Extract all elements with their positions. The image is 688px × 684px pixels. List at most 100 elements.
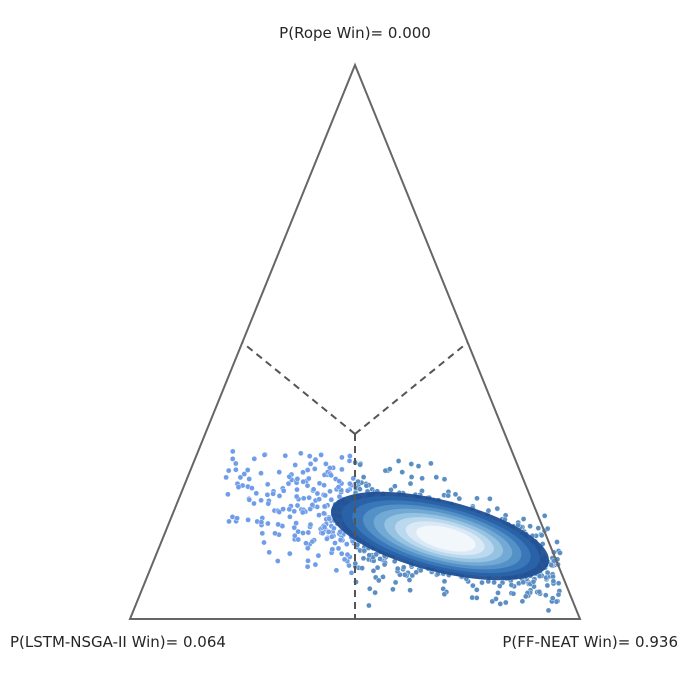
posterior-sample-point — [276, 509, 283, 515]
posterior-sample-point — [333, 567, 340, 574]
posterior-sample-point — [314, 490, 321, 497]
posterior-sample-point — [282, 452, 289, 459]
posterior-sample-point — [300, 495, 307, 502]
posterior-sample-point — [348, 570, 355, 576]
posterior-sample-point — [479, 579, 485, 586]
posterior-sample-point — [286, 550, 293, 557]
posterior-sample-point — [253, 490, 260, 497]
posterior-sample-point — [549, 595, 556, 602]
posterior-sample-point — [520, 579, 527, 586]
posterior-sample-point — [258, 497, 264, 504]
posterior-sample-point — [264, 481, 271, 488]
posterior-sample-point — [321, 482, 327, 489]
posterior-sample-point — [305, 475, 312, 482]
posterior-sample-point — [409, 572, 416, 579]
posterior-sample-point — [258, 470, 264, 477]
posterior-sample-point — [474, 495, 480, 502]
posterior-sample-point — [347, 453, 353, 459]
posterior-sample-point — [366, 602, 372, 609]
posterior-sample-point — [357, 461, 363, 468]
posterior-sample-point — [270, 490, 276, 497]
posterior-sample-point — [408, 461, 415, 467]
posterior-sample-point — [493, 596, 499, 602]
posterior-sample-point — [322, 492, 329, 499]
posterior-sample-point — [287, 514, 293, 520]
posterior-sample-point — [276, 493, 283, 499]
posterior-sample-point — [309, 501, 316, 508]
posterior-sample-point — [291, 508, 298, 515]
posterior-sample-point — [361, 547, 368, 554]
posterior-sample-point — [392, 483, 398, 490]
posterior-sample-point — [305, 529, 312, 536]
posterior-sample-point — [251, 500, 257, 507]
posterior-sample-point — [390, 586, 396, 593]
posterior-sample-point — [312, 456, 319, 463]
posterior-sample-point — [344, 487, 351, 494]
posterior-sample-point — [347, 480, 353, 487]
posterior-sample-point — [336, 478, 343, 485]
posterior-sample-point — [325, 529, 332, 535]
posterior-sample-point — [545, 607, 552, 614]
posterior-sample-point — [229, 456, 236, 462]
posterior-sample-point — [316, 512, 322, 518]
posterior-sample-point — [280, 487, 287, 494]
posterior-sample-point — [473, 587, 480, 593]
posterior-sample-point — [309, 538, 316, 545]
posterior-sample-point — [259, 530, 266, 537]
posterior-sample-point — [406, 577, 413, 583]
posterior-sample-point — [223, 474, 229, 481]
posterior-sample-point — [419, 475, 425, 482]
posterior-sample-point — [401, 572, 408, 578]
posterior-sample-point — [275, 521, 281, 528]
posterior-sample-point — [332, 540, 338, 546]
posterior-sample-point — [295, 536, 302, 543]
posterior-sample-point — [300, 469, 306, 476]
posterior-sample-point — [535, 525, 542, 531]
posterior-sample-point — [366, 552, 373, 559]
posterior-sample-point — [370, 568, 377, 574]
posterior-sample-point — [452, 491, 459, 498]
posterior-sample-point — [285, 480, 292, 487]
posterior-sample-point — [473, 595, 480, 601]
posterior-sample-point — [407, 587, 413, 594]
posterior-sample-point — [328, 496, 335, 503]
posterior-sample-point — [286, 506, 293, 513]
posterior-sample-point — [295, 528, 301, 535]
posterior-sample-point — [336, 493, 343, 500]
posterior-sample-point — [470, 582, 476, 589]
posterior-sample-point — [234, 515, 240, 522]
posterior-sample-point — [394, 565, 401, 572]
posterior-sample-point — [232, 460, 239, 467]
posterior-sample-point — [307, 521, 314, 528]
posterior-sample-point — [360, 555, 367, 562]
posterior-sample-point — [527, 523, 533, 530]
posterior-sample-point — [272, 530, 278, 537]
posterior-sample-point — [249, 485, 255, 491]
posterior-sample-point — [327, 488, 333, 495]
posterior-sample-point — [544, 525, 551, 532]
posterior-sample-point — [520, 516, 527, 522]
posterior-sample-point — [374, 564, 381, 571]
posterior-sample-point — [315, 552, 322, 559]
posterior-sample-point — [408, 474, 415, 480]
posterior-sample-point — [237, 474, 244, 481]
posterior-sample-point — [326, 515, 333, 522]
posterior-sample-point — [544, 569, 551, 576]
posterior-sample-point — [344, 551, 351, 558]
posterior-sample-point — [346, 458, 353, 464]
posterior-sample-point — [392, 579, 399, 586]
posterior-sample-point — [350, 475, 357, 482]
posterior-sample-point — [554, 539, 560, 545]
posterior-sample-point — [536, 589, 543, 595]
posterior-sample-point — [491, 579, 497, 586]
posterior-sample-point — [321, 524, 328, 530]
posterior-sample-point — [366, 585, 373, 592]
posterior-sample-point — [441, 476, 448, 483]
posterior-sample-point — [400, 564, 407, 571]
posterior-sample-point — [495, 590, 501, 596]
divider-left — [242, 342, 356, 435]
posterior-sample-point — [229, 514, 236, 520]
posterior-sample-point — [311, 466, 318, 472]
posterior-sample-point — [523, 593, 529, 600]
